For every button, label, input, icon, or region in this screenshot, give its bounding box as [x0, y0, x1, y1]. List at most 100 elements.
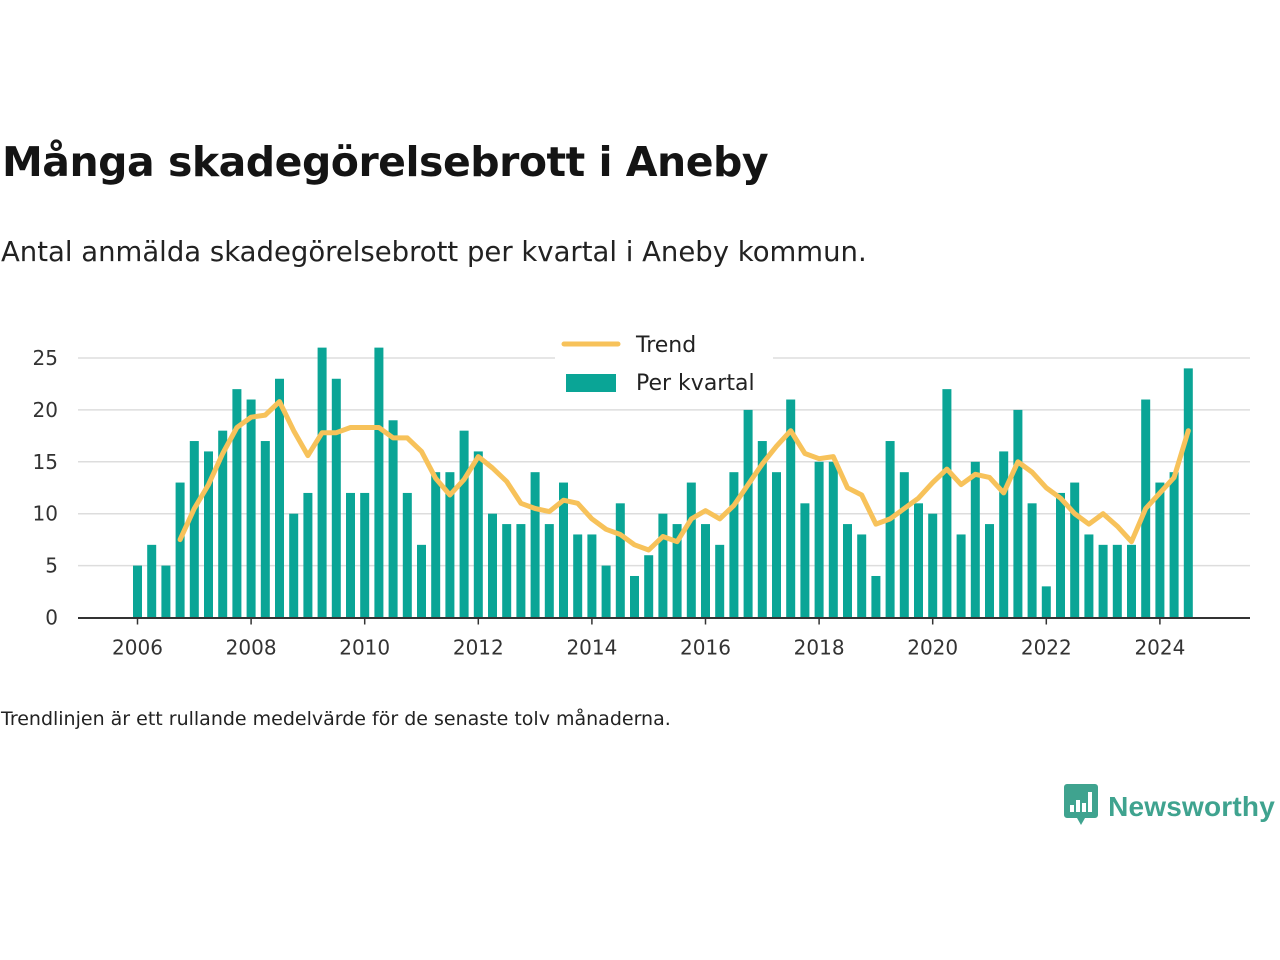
bar	[260, 441, 270, 618]
y-tick-label: 20	[33, 398, 58, 422]
bar	[218, 430, 228, 618]
bar	[743, 409, 753, 618]
brand-logo: Newsworthy	[1064, 784, 1275, 830]
bar	[914, 503, 923, 618]
bar	[1155, 482, 1165, 618]
brand-name: Newsworthy	[1108, 791, 1275, 822]
y-tick-label: 15	[33, 450, 58, 474]
chart-title: Många skadegörelsebrott i Aneby	[2, 138, 769, 186]
bar	[701, 524, 710, 618]
bar	[800, 503, 810, 618]
bar	[147, 544, 157, 618]
x-axis: 2006 2008 2010 2012 2014 2016 2018 2020 2022 2024	[78, 617, 1250, 660]
trend-line-layer	[177, 399, 1191, 553]
bar	[615, 503, 625, 618]
bar	[928, 513, 938, 618]
bar	[530, 472, 540, 618]
y-tick-label: 10	[33, 502, 58, 526]
x-tick-label: 2014	[566, 636, 617, 660]
bar	[1027, 503, 1037, 618]
bar	[630, 575, 639, 618]
bar	[715, 544, 725, 618]
bar	[1183, 368, 1193, 618]
bar	[133, 565, 142, 618]
bar	[246, 399, 256, 618]
bar	[757, 441, 767, 618]
bar	[1041, 586, 1051, 618]
bar	[985, 524, 994, 618]
x-tick-label: 2016	[680, 636, 731, 660]
bar	[1169, 472, 1179, 618]
bar	[871, 575, 881, 618]
y-tick-label: 25	[33, 346, 58, 370]
bar	[1112, 544, 1122, 618]
bar	[488, 513, 497, 618]
bar	[970, 461, 980, 618]
bar	[175, 482, 185, 618]
bar	[388, 420, 398, 618]
bar	[1070, 482, 1080, 618]
bar	[1127, 544, 1136, 618]
x-tick-label: 2018	[794, 636, 845, 660]
bar	[843, 524, 852, 618]
bar	[1084, 534, 1094, 618]
legend-trend-label: Trend	[635, 333, 696, 358]
bar	[544, 524, 554, 618]
legend-bar-label: Per kvartal	[636, 371, 755, 396]
bar	[772, 472, 781, 618]
bar	[559, 482, 568, 618]
bar	[516, 524, 526, 618]
bar	[1056, 492, 1065, 618]
y-tick-label: 5	[45, 554, 58, 578]
bar	[317, 347, 327, 618]
bar	[431, 472, 441, 618]
bar	[189, 441, 199, 618]
bar	[303, 492, 313, 618]
bar	[331, 378, 341, 618]
bar	[857, 534, 867, 618]
bar	[942, 389, 952, 618]
newsworthy-logo-icon	[1064, 784, 1099, 830]
bar	[204, 451, 213, 618]
y-tick-label: 0	[45, 606, 58, 630]
bar	[417, 544, 426, 618]
bar	[686, 482, 696, 618]
trend-line	[177, 399, 1191, 553]
bar	[402, 492, 412, 618]
legend-background	[555, 325, 773, 407]
bar	[601, 565, 611, 618]
bar	[459, 430, 469, 618]
x-tick-label: 2010	[339, 636, 390, 660]
x-tick-label: 2012	[453, 636, 504, 660]
x-tick-label: 2020	[907, 636, 958, 660]
bar	[473, 451, 483, 618]
bar	[658, 513, 668, 618]
footnote: Trendlinjen är ett rullande medelvärde f…	[1, 708, 671, 730]
x-tick-label: 2008	[226, 636, 277, 660]
bar	[1013, 409, 1023, 618]
bar	[999, 451, 1009, 618]
bars-per-kvartal	[133, 347, 1193, 618]
bar	[502, 524, 512, 618]
bar	[275, 378, 284, 618]
bar	[587, 534, 597, 618]
bar	[828, 461, 838, 618]
bar	[360, 492, 370, 618]
chart-subtitle: Antal anmälda skadegörelsebrott per kvar…	[1, 236, 867, 268]
bar	[161, 565, 171, 618]
bar	[232, 389, 242, 618]
bar	[374, 347, 384, 618]
bar	[729, 472, 739, 618]
bar	[573, 534, 583, 618]
legend: Trend Per kvartal	[555, 325, 773, 407]
legend-bar-swatch	[566, 374, 616, 392]
x-tick-label: 2006	[112, 636, 163, 660]
bar	[672, 524, 682, 618]
bar	[814, 461, 824, 618]
bar	[885, 441, 895, 618]
bar-line-chart: 0 5 10 15 20 25 2006 2008 2010 2012 2014 2016 2018 2…	[33, 325, 1250, 660]
bar	[956, 534, 966, 618]
bar	[346, 492, 355, 618]
bar	[786, 399, 796, 618]
bar	[1098, 544, 1108, 618]
